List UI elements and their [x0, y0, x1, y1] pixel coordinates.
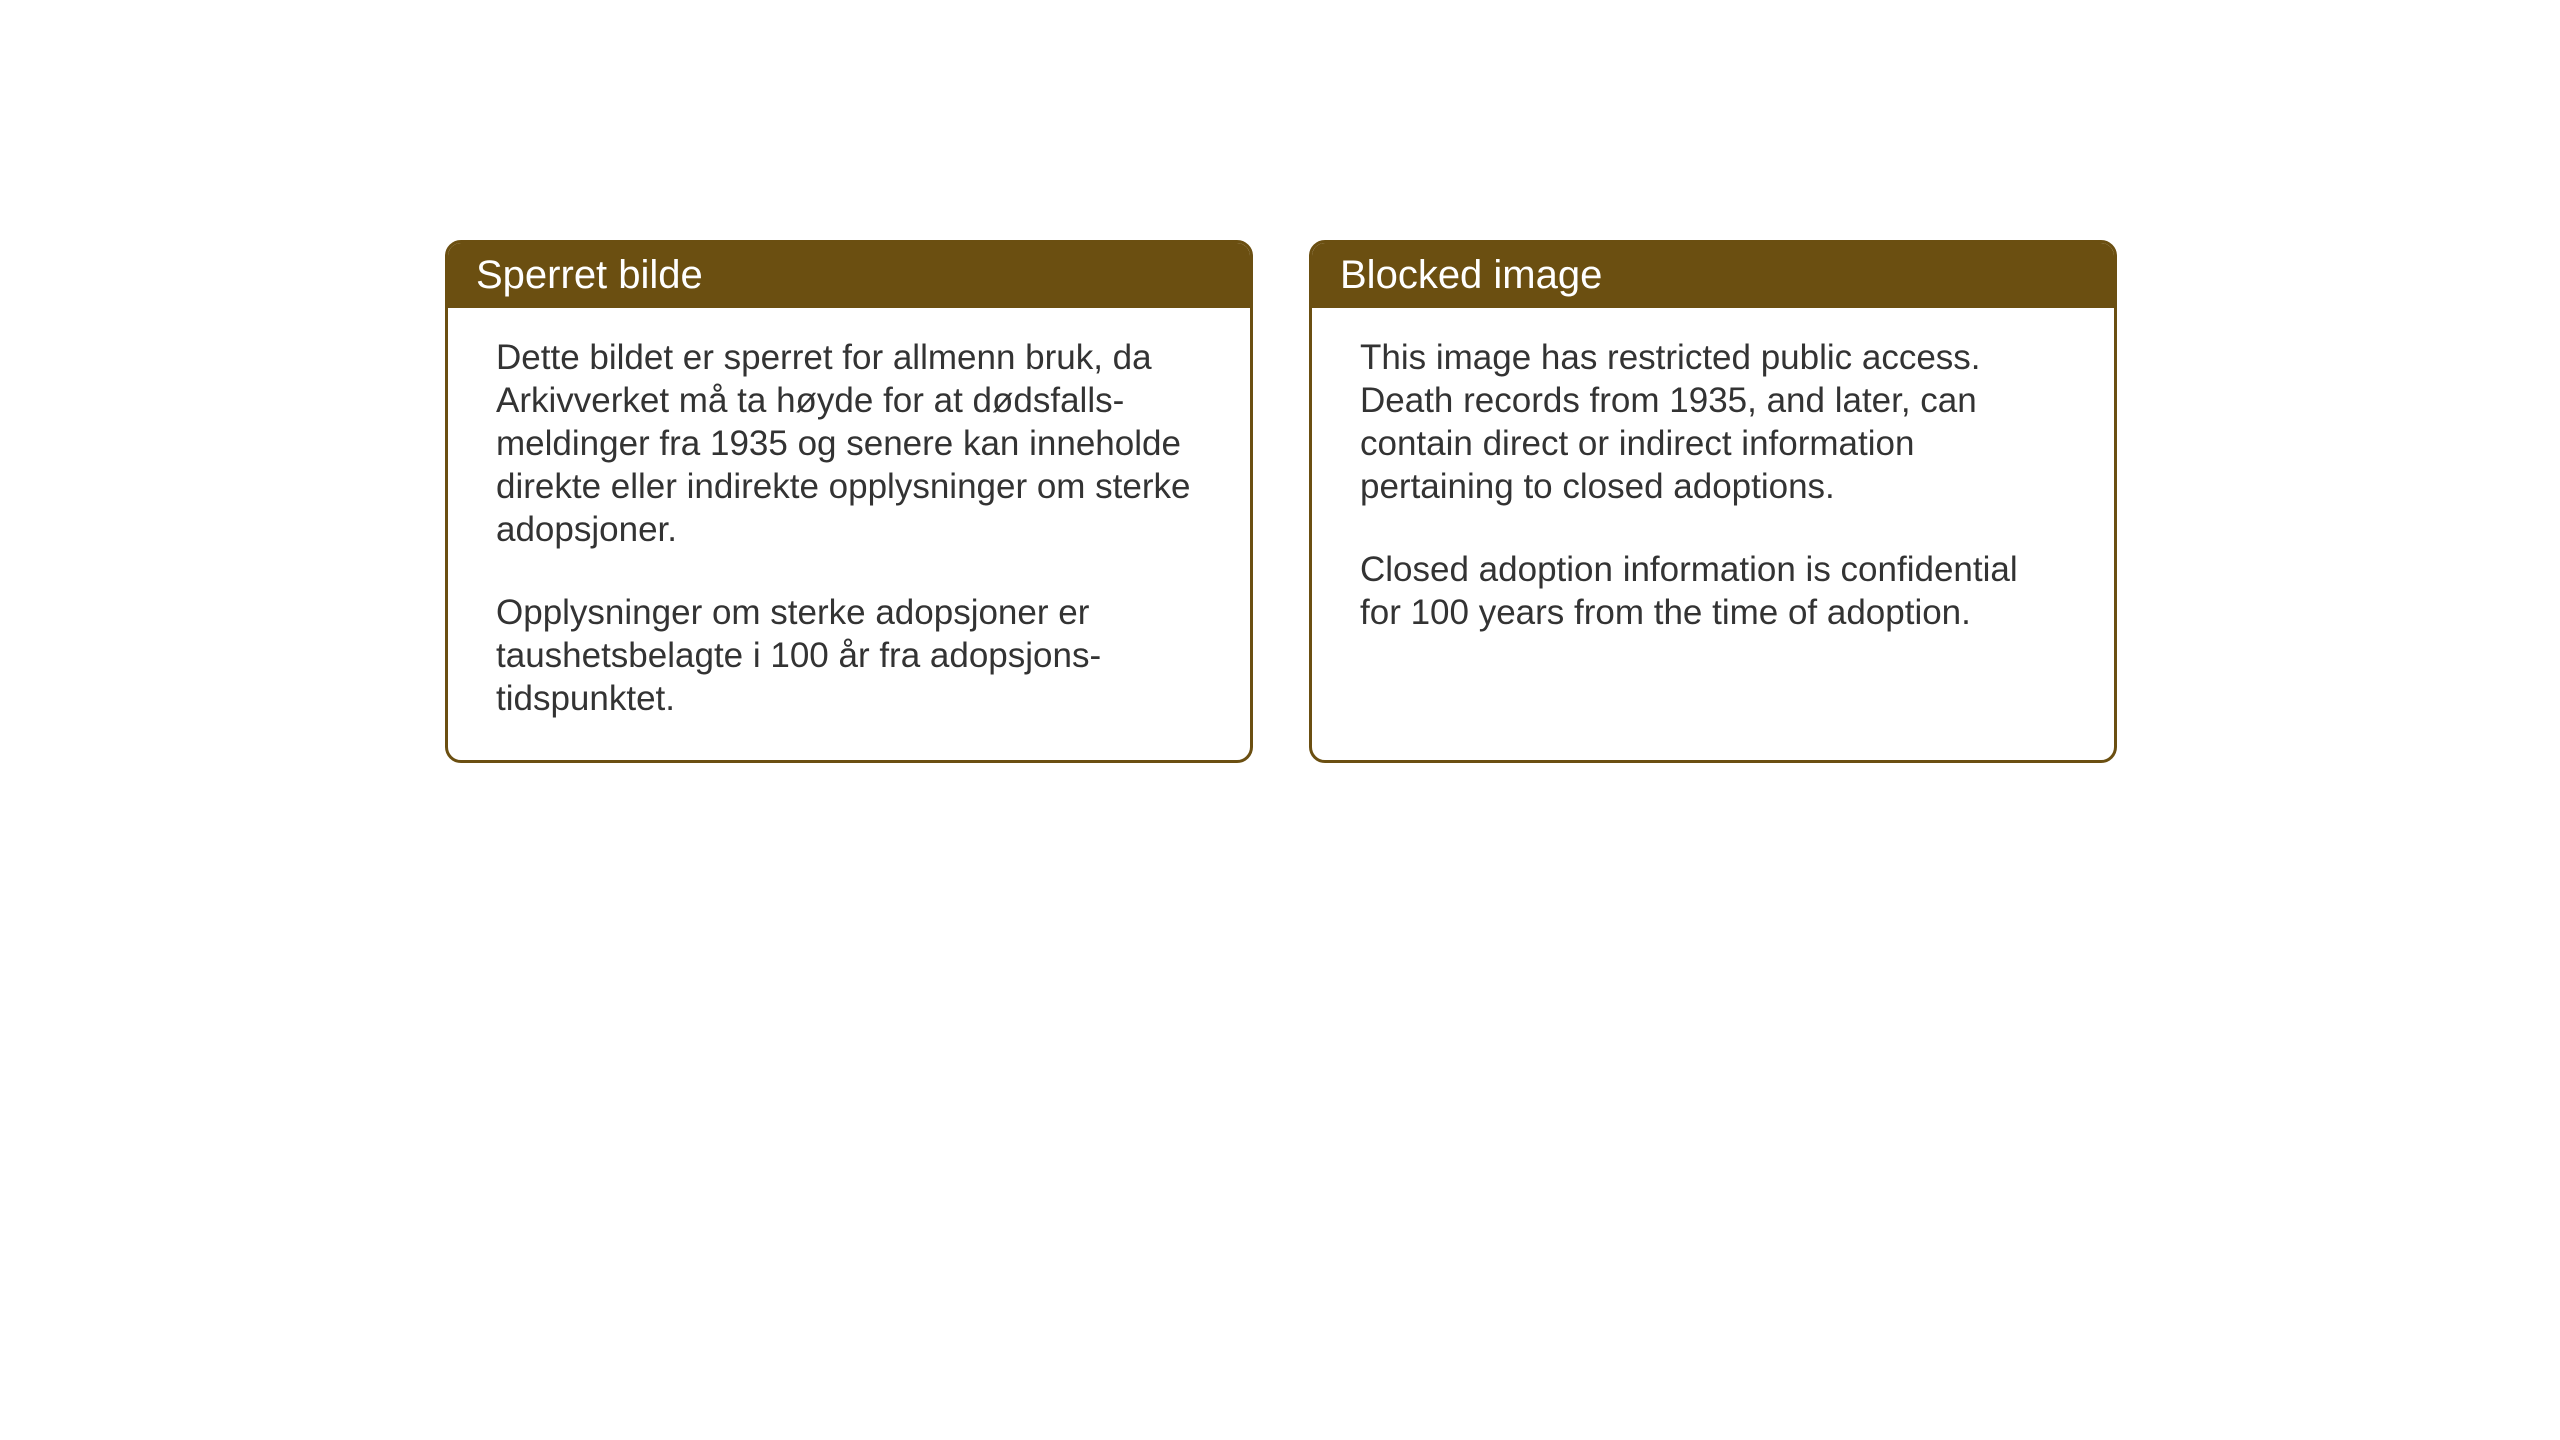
norwegian-notice-card: Sperret bilde Dette bildet er sperret fo…: [445, 240, 1253, 763]
english-paragraph-1: This image has restricted public access.…: [1360, 336, 2066, 508]
norwegian-paragraph-2: Opplysninger om sterke adopsjoner er tau…: [496, 591, 1202, 720]
norwegian-card-body: Dette bildet er sperret for allmenn bruk…: [448, 308, 1250, 760]
english-card-title: Blocked image: [1312, 243, 2114, 308]
norwegian-paragraph-1: Dette bildet er sperret for allmenn bruk…: [496, 336, 1202, 551]
english-paragraph-2: Closed adoption information is confident…: [1360, 548, 2066, 634]
english-notice-card: Blocked image This image has restricted …: [1309, 240, 2117, 763]
english-card-body: This image has restricted public access.…: [1312, 308, 2114, 738]
notice-container: Sperret bilde Dette bildet er sperret fo…: [445, 240, 2117, 763]
norwegian-card-title: Sperret bilde: [448, 243, 1250, 308]
